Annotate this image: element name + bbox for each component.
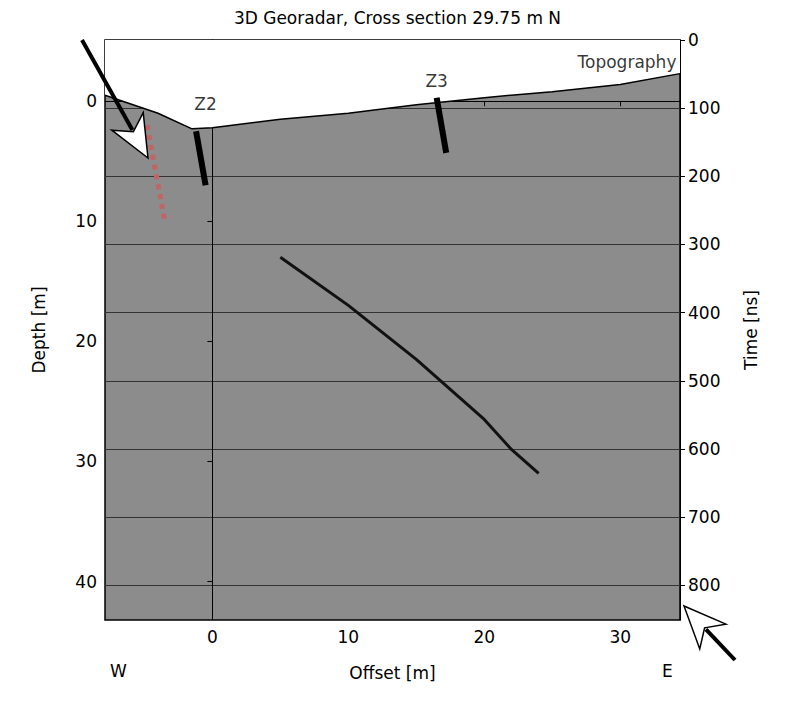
svg-text:0: 0 <box>86 91 97 111</box>
svg-text:Z2: Z2 <box>194 94 216 114</box>
svg-text:500: 500 <box>688 371 720 391</box>
svg-text:400: 400 <box>688 303 720 323</box>
svg-text:W: W <box>110 661 127 681</box>
svg-text:200: 200 <box>688 166 720 186</box>
svg-text:Time [ns]: Time [ns] <box>741 290 761 371</box>
svg-text:3D Georadar, Cross section 29.: 3D Georadar, Cross section 29.75 m N <box>234 8 561 28</box>
svg-text:10: 10 <box>75 211 97 231</box>
svg-text:10: 10 <box>338 627 360 647</box>
svg-text:40: 40 <box>75 572 97 592</box>
svg-text:800: 800 <box>688 575 720 595</box>
svg-text:20: 20 <box>473 627 495 647</box>
svg-text:20: 20 <box>75 331 97 351</box>
svg-text:0: 0 <box>688 30 699 50</box>
svg-text:E: E <box>662 661 673 681</box>
svg-text:0: 0 <box>207 627 218 647</box>
svg-text:100: 100 <box>688 98 720 118</box>
svg-text:700: 700 <box>688 507 720 527</box>
svg-text:600: 600 <box>688 439 720 459</box>
svg-text:30: 30 <box>609 627 631 647</box>
svg-text:30: 30 <box>75 451 97 471</box>
svg-text:Z3: Z3 <box>425 71 447 91</box>
svg-text:Offset [m]: Offset [m] <box>349 663 435 683</box>
svg-text:Topography: Topography <box>577 52 677 72</box>
svg-text:Depth [m]: Depth [m] <box>29 286 49 373</box>
svg-text:300: 300 <box>688 234 720 254</box>
